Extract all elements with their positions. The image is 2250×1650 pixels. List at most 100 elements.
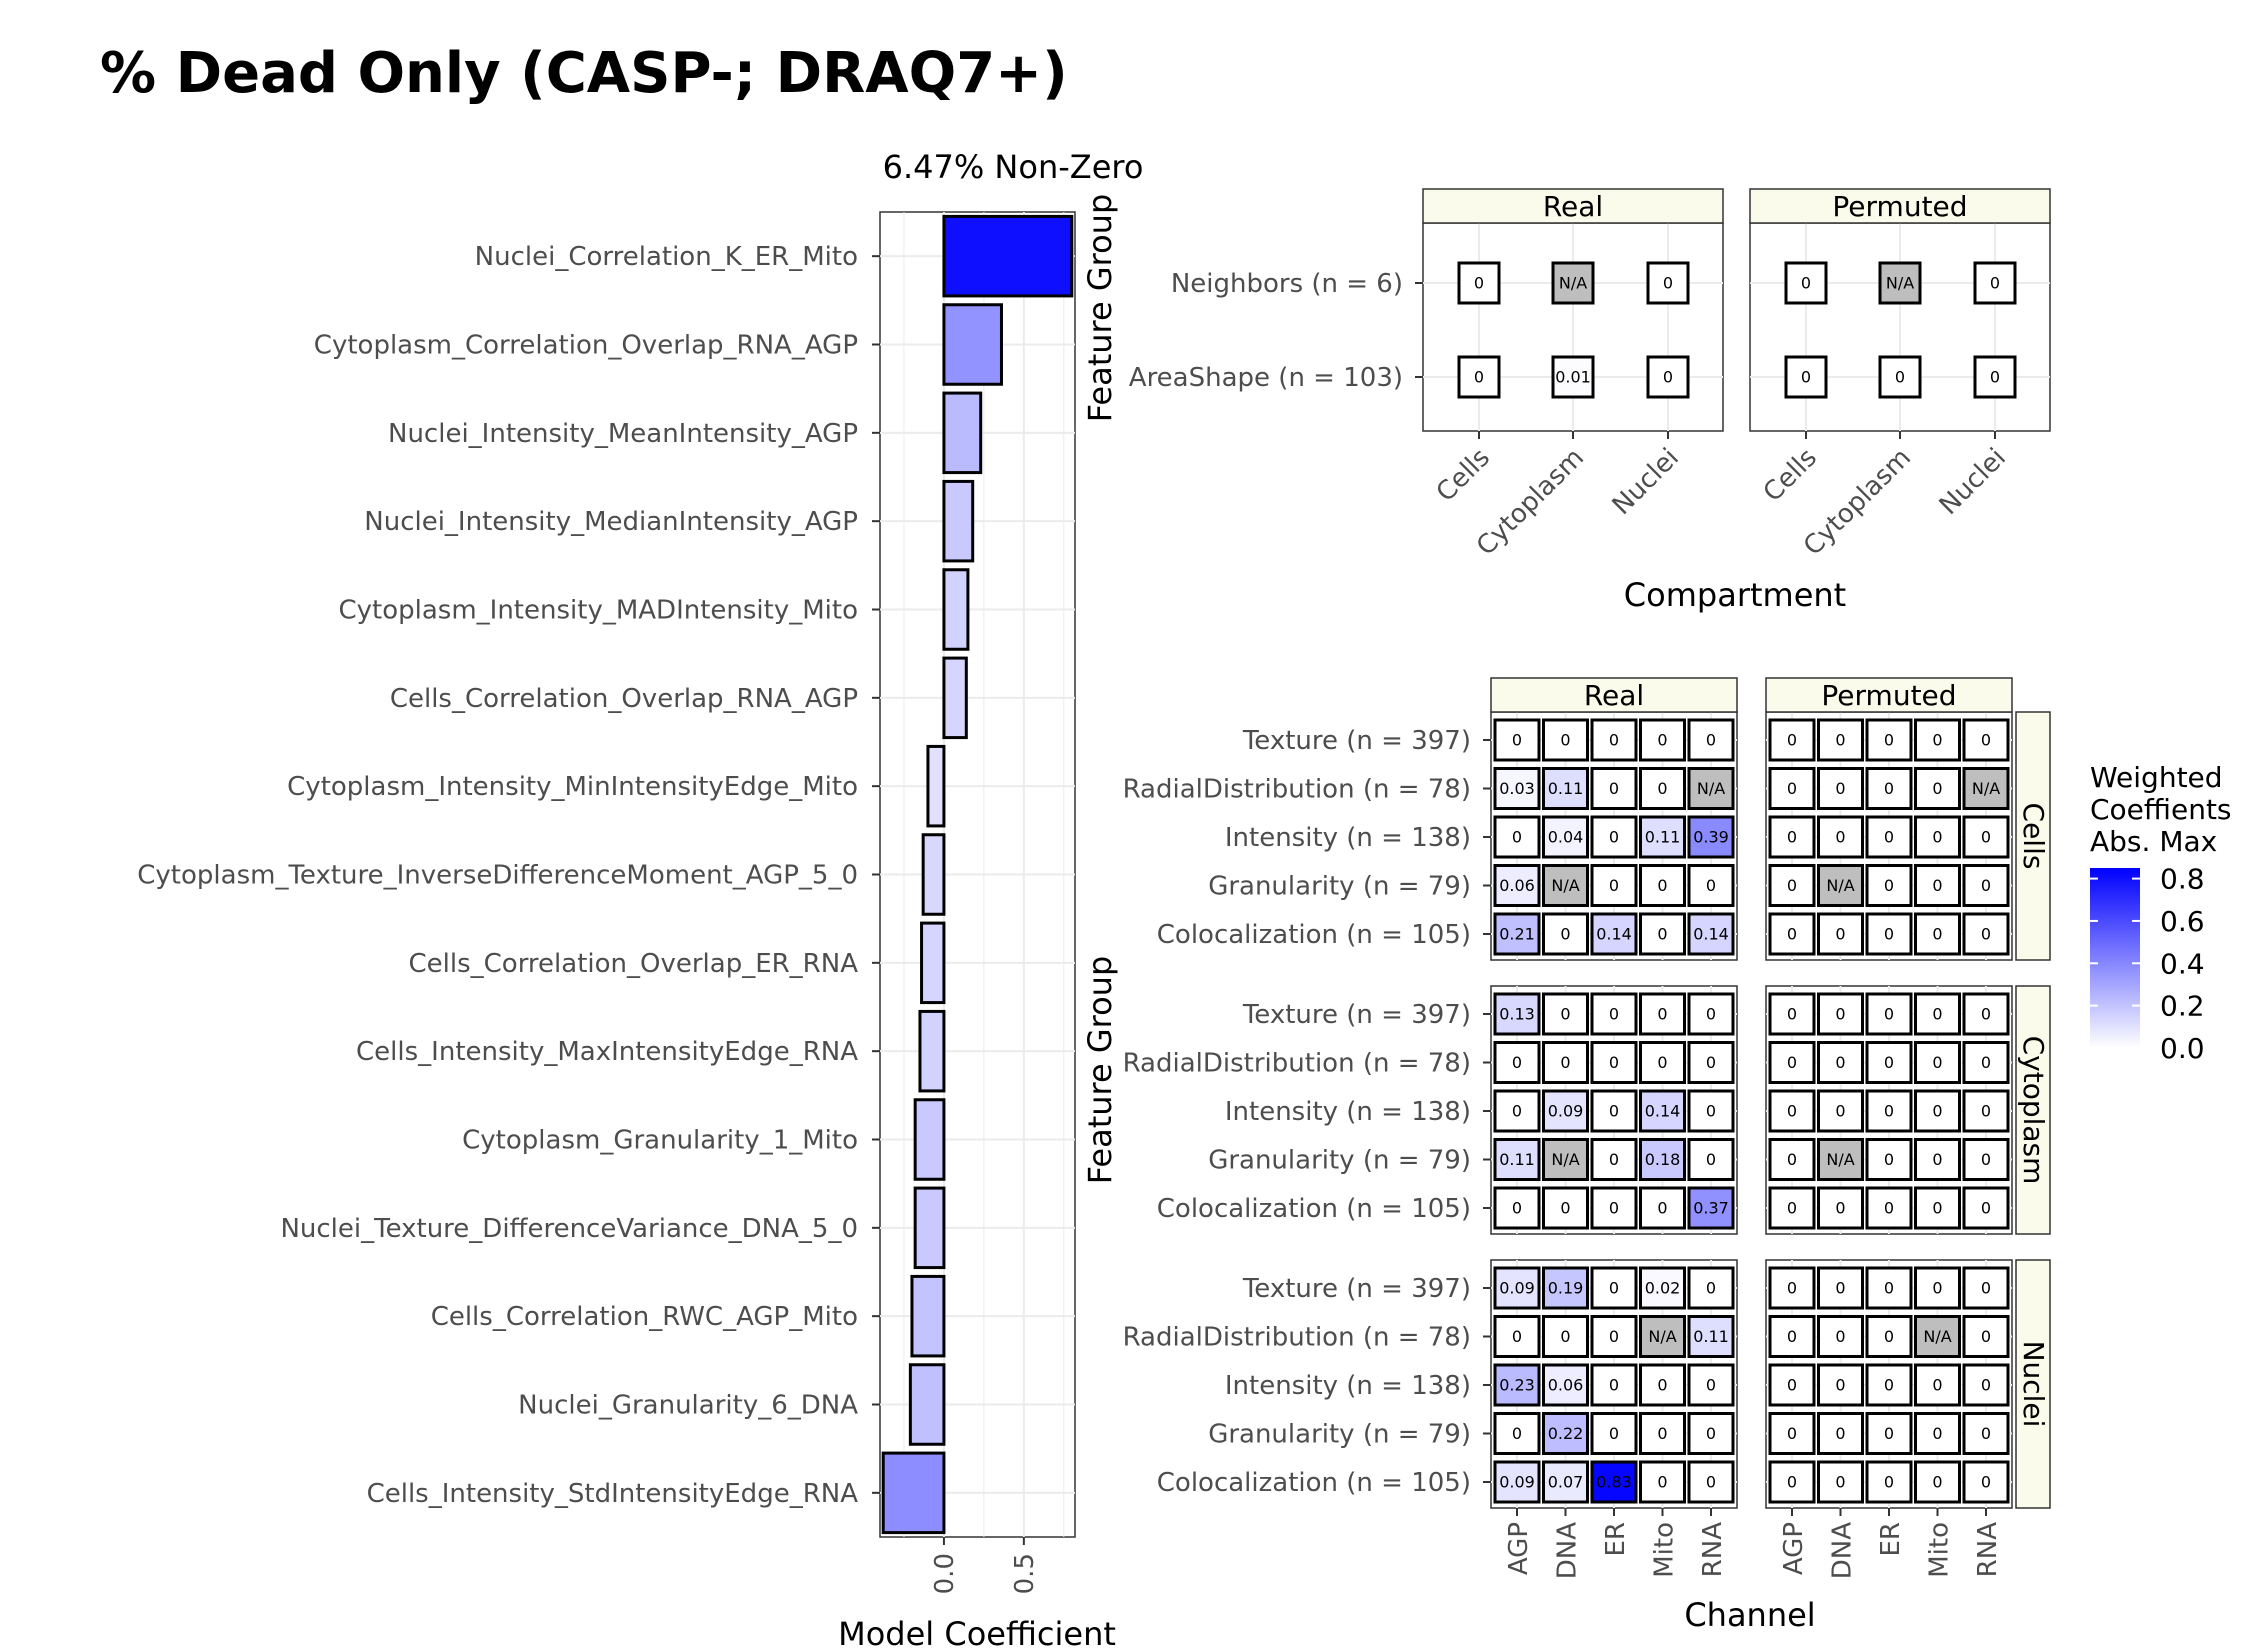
heatmap-cell-label: 0	[1884, 1199, 1894, 1218]
heatmap-cell	[1817, 1266, 1864, 1310]
heatmap-cell-label: 0	[1787, 1005, 1797, 1024]
heatmap-cell	[1768, 1363, 1816, 1407]
heatmap-cell	[1878, 355, 1922, 399]
bar-category-label: Cytoplasm_Granularity_1_Mito	[462, 1126, 858, 1156]
heatmap-cell	[1639, 864, 1686, 907]
heatmap-cell-label: 0	[1932, 1199, 1942, 1218]
heatmap-cell-label: 0	[1884, 876, 1894, 895]
heatmap-cell	[1542, 864, 1589, 907]
heatmap-cell	[1768, 1266, 1816, 1310]
heatmap-cell	[1687, 1363, 1735, 1407]
heatmap-cell-label: 0	[1609, 1376, 1619, 1395]
heatmap-cell	[1865, 1315, 1913, 1358]
heatmap-cell-label: 0	[1560, 1005, 1570, 1024]
heatmap-cell-label: N/A	[1551, 1150, 1579, 1169]
heatmap-panel: 0.13 0 0 0 0 0 0 0 0 0 0 0.09 0 0.14 0 0.11 N/A 0 0.18 0 0 0 0…	[1490, 985, 1738, 1235]
heatmap-cell	[1493, 1460, 1541, 1504]
heatmap-cell-label: 0	[1932, 1473, 1942, 1492]
bar	[942, 656, 968, 740]
bar-category-label: Nuclei_Granularity_6_DNA	[518, 1391, 858, 1421]
heatmap-cell-label: 0.11	[1645, 828, 1681, 847]
heatmap-cell	[1973, 261, 2017, 305]
heatmap-cell-label: 0	[1657, 1424, 1667, 1443]
heatmap-cell-label: 0	[1884, 1279, 1894, 1298]
bar-category-label: Cytoplasm_Intensity_MinIntensityEdge_Mit…	[287, 772, 858, 802]
heatmap-cell-label: 0	[1706, 876, 1716, 895]
bar-category-label: Cytoplasm_Correlation_Overlap_RNA_AGP	[314, 331, 858, 361]
figure-title: % Dead Only (CASP-; DRAQ7+)	[100, 41, 1068, 106]
bar-category-label: Cytoplasm_Texture_InverseDifferenceMomen…	[137, 861, 858, 891]
heatmap-cell-label: 0	[1657, 876, 1667, 895]
heatmap-panel: 0 0 0 0 0 0 0 0 0 N/A 0 0 0 0 0 0 N/A 0 0 0 0 0 0 0 0 Permuted	[1765, 677, 2013, 961]
heatmap-cell	[1590, 1186, 1638, 1230]
heatmap-cell-label: 0.13	[1499, 1005, 1535, 1024]
heatmap-cell	[1865, 815, 1913, 859]
heatmap-cell-label: 0	[1609, 1327, 1619, 1346]
heatmap-cell-label: 0	[1835, 1005, 1845, 1024]
channel-row-label: Colocalization (n = 105)	[1157, 1468, 1471, 1498]
heatmap-cell-label: N/A	[1697, 779, 1725, 798]
heatmap-cell-label: 0	[1706, 1376, 1716, 1395]
legend-tick-label: 0.0	[2160, 1032, 2205, 1065]
panel-strip-label: Real	[1543, 190, 1603, 223]
heatmap-cell-label: 0	[1981, 1327, 1991, 1346]
heatmap-cell	[1493, 864, 1541, 907]
heatmap-cell	[1542, 912, 1589, 956]
heatmap-cell	[1639, 1041, 1686, 1084]
heatmap-cell-label: 0	[1609, 731, 1619, 750]
heatmap-cell	[1687, 1089, 1735, 1133]
heatmap-cell	[1639, 1315, 1686, 1358]
heatmap-cell-label: 0	[1706, 731, 1716, 750]
facet-strip-label: Nuclei	[2017, 1341, 2050, 1428]
bar	[942, 214, 1074, 298]
heatmap-cell-label: 0	[1512, 1199, 1522, 1218]
bar-xtick-label: 0.5	[1010, 1553, 1040, 1594]
heatmap-cell	[1639, 912, 1686, 956]
heatmap-cell	[1542, 767, 1589, 810]
heatmap-cell-label: 0	[1884, 1150, 1894, 1169]
heatmap-cell-label: 0	[1609, 1102, 1619, 1121]
heatmap-cell	[1590, 1363, 1638, 1407]
heatmap-cell	[1768, 1460, 1816, 1504]
channel-row-label: Colocalization (n = 105)	[1157, 920, 1471, 950]
panel-strip	[1422, 188, 1724, 224]
channel-row-label: Texture (n = 397)	[1242, 1274, 1471, 1304]
compartment-row-label: AreaShape (n = 103)	[1129, 363, 1403, 393]
heatmap-cell	[1590, 815, 1638, 859]
heatmap-cell-label: 0	[1787, 1102, 1797, 1121]
heatmap-cell	[1590, 912, 1638, 956]
heatmap-cell	[1542, 1041, 1589, 1084]
heatmap-cell	[1962, 1412, 2010, 1455]
heatmap-cell	[1962, 1186, 2010, 1230]
heatmap-cell	[1962, 1138, 2010, 1181]
legend-tick-label: 0.6	[2160, 905, 2205, 938]
heatmap-cell	[1914, 1138, 1961, 1181]
heatmap-cell-label: 0	[1512, 1053, 1522, 1072]
heatmap-cell	[1687, 1412, 1735, 1455]
heatmap-cell	[1542, 1186, 1589, 1230]
heatmap-cell	[1817, 815, 1864, 859]
heatmap-cell	[1962, 767, 2010, 810]
heatmap-cell-label: 0	[1932, 1053, 1942, 1072]
heatmap-panel: 0 N/A 0 0 0.01 0 Real	[1422, 188, 1724, 432]
heatmap-cell	[1768, 1138, 1816, 1181]
heatmap-cell	[1687, 912, 1735, 956]
heatmap-cell	[1914, 718, 1961, 762]
heatmap-cell	[1865, 912, 1913, 956]
heatmap-cell-label: 0	[1981, 731, 1991, 750]
heatmap-cell	[1590, 718, 1638, 762]
heatmap-cell	[1639, 1460, 1686, 1504]
panel-strip	[1765, 677, 2013, 713]
heatmap-cell-label: 0	[1884, 1005, 1894, 1024]
heatmap-cell-label: 0.19	[1548, 1279, 1584, 1298]
bar-xtick-label: 0.0	[930, 1553, 960, 1594]
heatmap-cell-label: 0	[1884, 779, 1894, 798]
heatmap-cell-label: 0	[1835, 1327, 1845, 1346]
heatmap-cell-label: 0	[1657, 779, 1667, 798]
channel-row-label: Texture (n = 397)	[1242, 1000, 1471, 1030]
heatmap-cell	[1639, 1089, 1686, 1133]
legend-tick-label: 0.2	[2160, 990, 2205, 1023]
heatmap-cell	[1590, 1041, 1638, 1084]
heatmap-cell-label: 0	[1801, 368, 1811, 387]
